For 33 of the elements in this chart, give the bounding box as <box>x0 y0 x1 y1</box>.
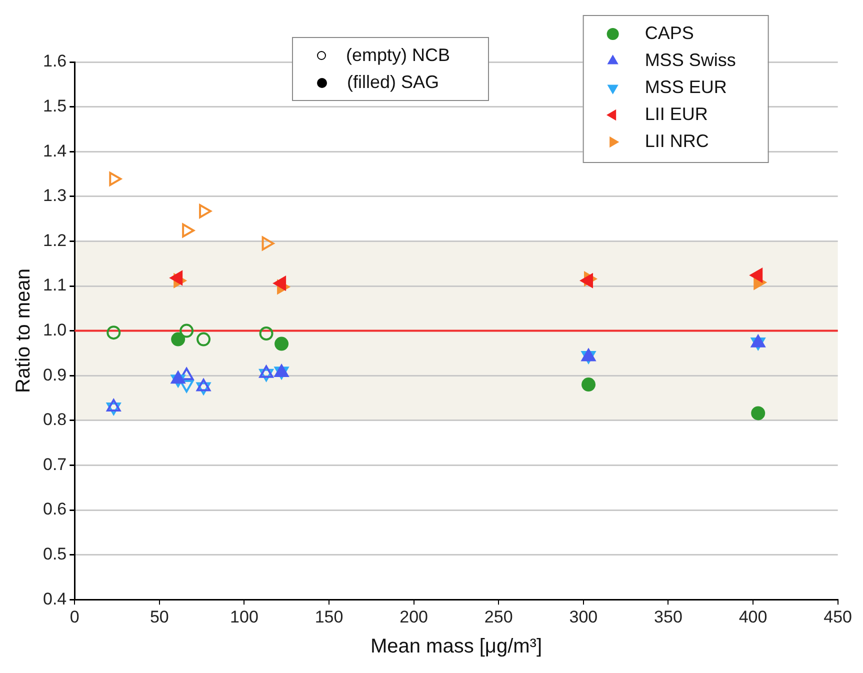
x-tick-label: 300 <box>569 607 598 626</box>
x-axis-title: Mean mass [μg/m³] <box>370 636 542 658</box>
y-tick-label: 1.6 <box>42 52 67 71</box>
y-tick-label: 1.3 <box>42 186 67 206</box>
legend-label: LII NRC <box>644 130 709 151</box>
x-tick-label: 350 <box>654 607 682 626</box>
y-axis-title: Ratio to mean <box>12 268 35 394</box>
y-tick-label: 0.6 <box>42 500 67 519</box>
x-tick-label: 100 <box>230 607 258 626</box>
x-tick-label: 150 <box>314 607 344 626</box>
x-tick-label: 200 <box>400 607 428 626</box>
legend-label: LII EUR <box>644 104 708 124</box>
y-tick-label: 0.5 <box>42 544 67 564</box>
y-tick-label: 0.8 <box>42 410 67 430</box>
legend-label: MSS EUR <box>644 76 727 97</box>
x-tick-label: 0 <box>70 607 80 626</box>
annotation: (filled) SAG <box>347 72 440 93</box>
x-tick-label: 450 <box>824 607 852 626</box>
y-tick-label: 1.1 <box>42 276 67 295</box>
y-tick-label: 1.4 <box>42 141 67 160</box>
y-tick-label: 0.9 <box>42 365 67 384</box>
y-tick-label: 1.2 <box>42 230 67 250</box>
legend-label: MSS Swiss <box>644 50 736 70</box>
legend-label: CAPS <box>644 22 694 43</box>
y-tick-label: 0.7 <box>42 454 67 474</box>
key-box: (empty) NCB (filled) SAG <box>292 37 489 101</box>
y-tick-label: 1.5 <box>42 96 67 116</box>
annotation: (empty) NCB <box>346 45 450 66</box>
x-tick-label: 400 <box>738 607 768 626</box>
y-tick-label: 0.4 <box>42 589 67 608</box>
x-tick-label: 50 <box>150 607 169 626</box>
x-tick-label: 250 <box>484 607 513 626</box>
y-tick-label: 1.0 <box>42 320 67 340</box>
